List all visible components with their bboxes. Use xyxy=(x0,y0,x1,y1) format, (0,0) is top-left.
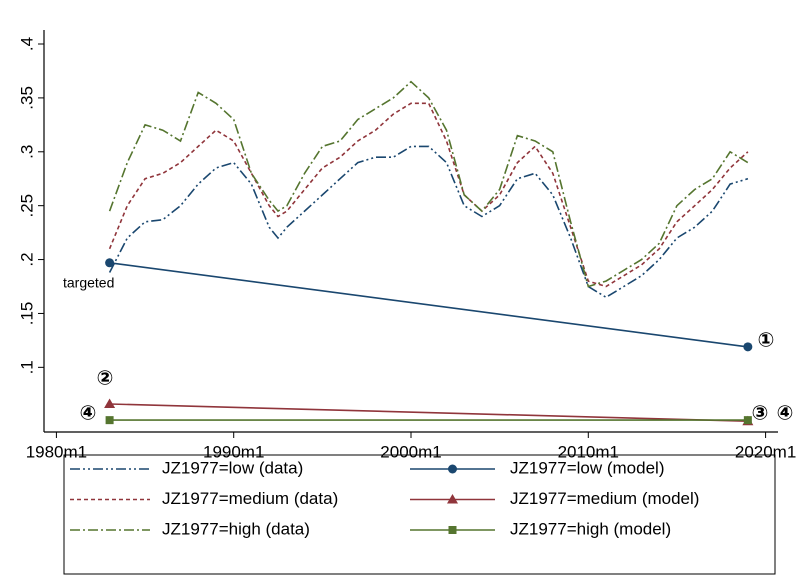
series-line xyxy=(108,145,749,299)
y-tick-label: .15 xyxy=(17,302,36,326)
legend-label: JZ1977=low (data) xyxy=(162,458,303,477)
series-line xyxy=(108,102,749,288)
legend-label: JZ1977=medium (data) xyxy=(162,489,338,508)
data-point xyxy=(105,258,115,268)
data-point xyxy=(105,416,114,425)
y-tick-label: .2 xyxy=(17,252,36,266)
x-tick-label: 1980m1 xyxy=(26,442,87,461)
y-tick-label: .1 xyxy=(17,360,36,374)
annotation: ④ xyxy=(80,402,97,424)
y-tick-label: .3 xyxy=(17,145,36,159)
annotation: ① xyxy=(758,329,775,351)
y-tick-label: .35 xyxy=(17,86,36,110)
data-point xyxy=(743,416,752,425)
annotation: ② xyxy=(97,367,114,389)
legend-label: JZ1977=high (model) xyxy=(510,519,671,538)
legend-label: JZ1977=low (model) xyxy=(510,458,665,477)
annotation: ③ xyxy=(752,402,769,424)
x-tick-label: 2020m1 xyxy=(735,442,796,461)
legend-marker xyxy=(448,526,457,534)
legend-box xyxy=(63,454,776,575)
legend-label: JZ1977=high (data) xyxy=(162,519,310,538)
data-point xyxy=(104,398,116,408)
data-point xyxy=(743,342,753,352)
series-line xyxy=(108,80,749,288)
legend-marker xyxy=(448,464,457,474)
x-tick-label: 2010m1 xyxy=(558,442,619,461)
x-tick-label: 2000m1 xyxy=(380,442,441,461)
legend-label: JZ1977=medium (model) xyxy=(510,489,699,508)
x-tick-label: 1990m1 xyxy=(203,442,264,461)
y-tick-label: .25 xyxy=(17,194,36,218)
series-line xyxy=(109,262,749,348)
annotation: ④ xyxy=(777,402,794,424)
annotation: targeted xyxy=(63,275,114,291)
series-line xyxy=(109,403,748,422)
legend-marker xyxy=(447,494,458,504)
y-tick-label: .4 xyxy=(17,37,36,51)
